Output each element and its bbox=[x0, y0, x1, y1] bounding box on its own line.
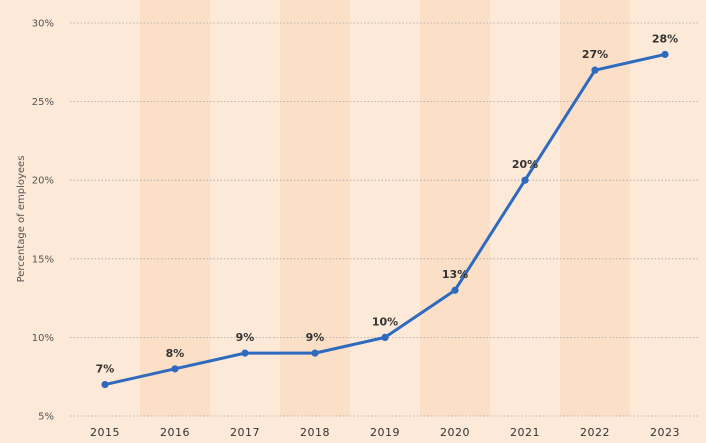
data-label-2018: 9% bbox=[306, 331, 325, 344]
x-tick-label: 2018 bbox=[300, 426, 330, 439]
data-label-2023: 28% bbox=[652, 32, 678, 45]
data-point-2023[interactable] bbox=[661, 50, 669, 59]
gridlines bbox=[70, 22, 700, 417]
band-2022 bbox=[560, 0, 630, 416]
data-point-2021[interactable] bbox=[521, 176, 529, 184]
y-tick-label: 25% bbox=[32, 97, 54, 108]
y-tick-label: 30% bbox=[32, 19, 54, 30]
series-group bbox=[101, 50, 669, 389]
y-tick-label: 20% bbox=[32, 176, 54, 187]
data-label-2019: 10% bbox=[372, 315, 398, 328]
data-label-2022: 27% bbox=[582, 48, 608, 61]
data-point-2015[interactable] bbox=[101, 380, 109, 389]
y-axis: 5% 10% 15% 20% 25% 30% bbox=[32, 19, 54, 423]
data-point-2019[interactable] bbox=[381, 333, 389, 341]
x-tick-label: 2022 bbox=[580, 426, 610, 439]
x-tick-label: 2017 bbox=[230, 426, 260, 439]
band-2020 bbox=[420, 0, 490, 416]
data-label-2021: 20% bbox=[512, 158, 538, 171]
data-point-2022[interactable] bbox=[591, 66, 599, 74]
x-tick-label: 2021 bbox=[510, 426, 540, 439]
x-axis: 2015 2016 2017 2018 2019 2020 2021 2022 2023 bbox=[90, 426, 680, 439]
data-label-2015: 7% bbox=[96, 363, 115, 376]
x-tick-label: 2015 bbox=[90, 426, 120, 439]
y-tick-label: 15% bbox=[32, 254, 54, 265]
data-point-2017[interactable] bbox=[241, 349, 249, 357]
x-tick-label: 2019 bbox=[370, 426, 400, 439]
x-tick-label: 2016 bbox=[160, 426, 190, 439]
data-label-2016: 8% bbox=[166, 347, 185, 360]
background-bands bbox=[140, 0, 630, 416]
data-point-2018[interactable] bbox=[311, 349, 319, 357]
y-tick-label: 5% bbox=[38, 412, 54, 423]
data-point-2016[interactable] bbox=[171, 365, 179, 373]
data-label-2017: 9% bbox=[236, 331, 255, 344]
band-2016 bbox=[140, 0, 210, 416]
y-axis-title: Percentage of employees bbox=[16, 156, 27, 283]
y-tick-label: 10% bbox=[32, 333, 54, 344]
data-point-2020[interactable] bbox=[451, 286, 459, 294]
x-tick-label: 2023 bbox=[650, 426, 680, 439]
data-labels: 7% 8% 9% 9% 10% 13% 20% 27% 28% bbox=[96, 32, 679, 375]
data-label-2020: 13% bbox=[442, 268, 468, 281]
x-tick-label: 2020 bbox=[440, 426, 470, 439]
